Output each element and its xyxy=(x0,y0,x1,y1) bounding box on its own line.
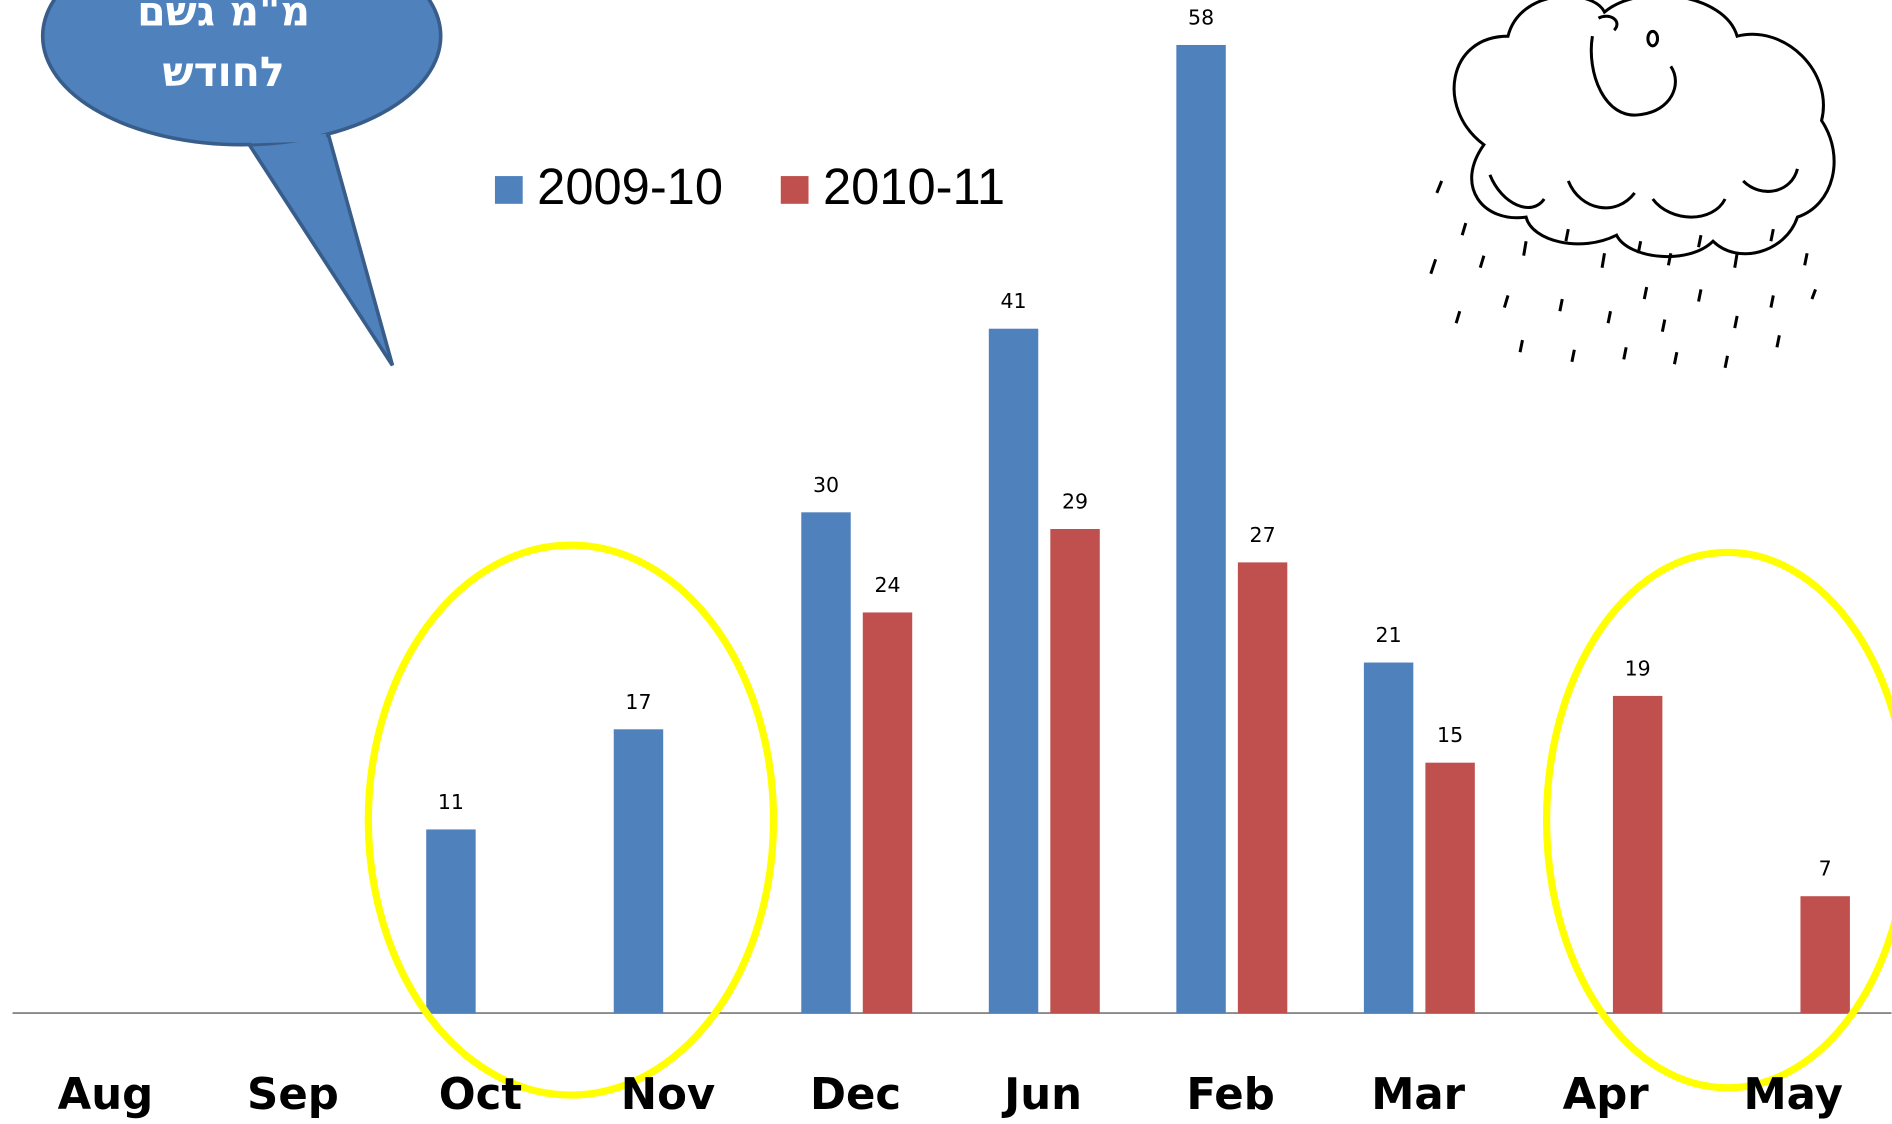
x-tick-label: Feb xyxy=(1186,1070,1274,1120)
x-tick-label: Sep xyxy=(247,1070,339,1120)
cloud-illustration xyxy=(1431,0,1834,368)
legend-swatch xyxy=(495,176,523,204)
legend-label: 2010-11 xyxy=(823,158,1005,215)
value-label: 15 xyxy=(1437,723,1463,747)
bar xyxy=(863,612,912,1013)
x-tick-label: Mar xyxy=(1371,1070,1465,1120)
bar xyxy=(1238,562,1287,1013)
bar xyxy=(426,829,475,1013)
value-label: 41 xyxy=(1000,289,1026,313)
chart: מ"מ גשםלחודש 11 17 30 41 58 21 24 29 27 15 19 7 Aug… xyxy=(0,0,1892,1124)
x-tick-label: Apr xyxy=(1563,1070,1650,1120)
x-tick-label: Oct xyxy=(439,1070,522,1120)
bar xyxy=(1800,896,1849,1013)
value-label: 17 xyxy=(625,690,651,714)
value-label: 27 xyxy=(1250,523,1276,547)
value-label: 24 xyxy=(874,573,900,597)
x-tick-label: Dec xyxy=(810,1070,901,1120)
value-label: 30 xyxy=(813,473,839,497)
x-tick-label: May xyxy=(1743,1070,1842,1120)
value-label: 7 xyxy=(1819,857,1832,881)
value-label: 11 xyxy=(438,790,464,814)
value-label: 21 xyxy=(1376,623,1402,647)
bar xyxy=(1364,663,1413,1014)
value-label: 19 xyxy=(1625,656,1651,680)
legend-swatch xyxy=(781,176,809,204)
bar xyxy=(1050,529,1099,1013)
x-tick-label: Nov xyxy=(621,1070,715,1120)
plot-area: 11 17 30 41 58 21 24 29 27 15 19 7 xyxy=(426,5,1850,1013)
bar xyxy=(1613,696,1662,1013)
bar xyxy=(801,512,850,1013)
bar xyxy=(1425,763,1474,1013)
value-label: 58 xyxy=(1188,5,1214,29)
bar xyxy=(989,329,1038,1013)
bar xyxy=(614,729,663,1013)
bar xyxy=(1176,45,1225,1013)
page: מ"מ גשםלחודש 11 17 30 41 58 21 24 29 27 15 19 7 Aug… xyxy=(0,0,1892,1124)
x-tick-label: Jun xyxy=(1001,1070,1082,1120)
legend-label: 2009-10 xyxy=(537,158,723,215)
x-tick-label: Aug xyxy=(58,1070,154,1120)
value-label: 29 xyxy=(1062,489,1088,513)
